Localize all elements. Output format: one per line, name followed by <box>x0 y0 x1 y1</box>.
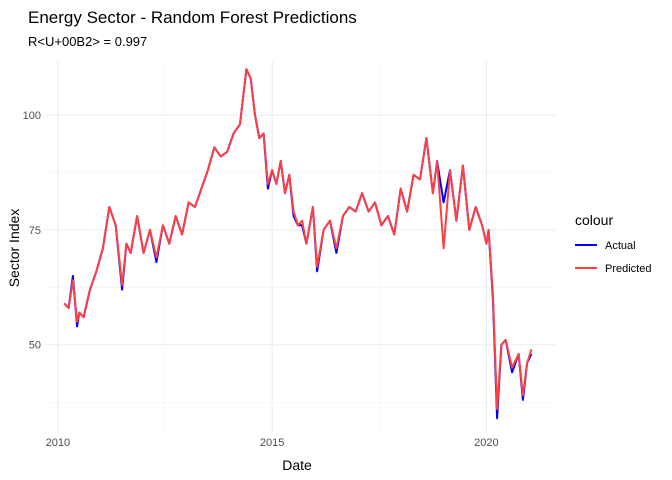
x-axis-ticks: 2010 2015 2020 <box>46 437 499 449</box>
legend-label-predicted: Predicted <box>605 263 651 275</box>
legend-title: colour <box>575 212 613 228</box>
series-line-actual <box>63 68 533 420</box>
chart-title: Energy Sector - Random Forest Prediction… <box>28 8 357 27</box>
y-axis-label: Sector Index <box>6 209 22 288</box>
y-tick-label: 100 <box>23 110 41 122</box>
x-tick-label: 2020 <box>474 437 498 449</box>
series-layer <box>63 68 533 420</box>
chart-subtitle: R<U+00B2> = 0.997 <box>28 34 147 49</box>
x-tick-label: 2010 <box>46 437 70 449</box>
x-tick-label: 2015 <box>260 437 284 449</box>
x-axis-label: Date <box>282 457 312 473</box>
y-tick-label: 75 <box>29 225 41 237</box>
y-axis-ticks: 50 75 100 <box>23 110 41 352</box>
legend-label-actual: Actual <box>605 240 636 252</box>
series-line-predicted <box>63 68 533 410</box>
grid <box>45 60 555 432</box>
y-tick-label: 50 <box>29 340 41 352</box>
legend: colour Actual Predicted <box>575 212 651 275</box>
